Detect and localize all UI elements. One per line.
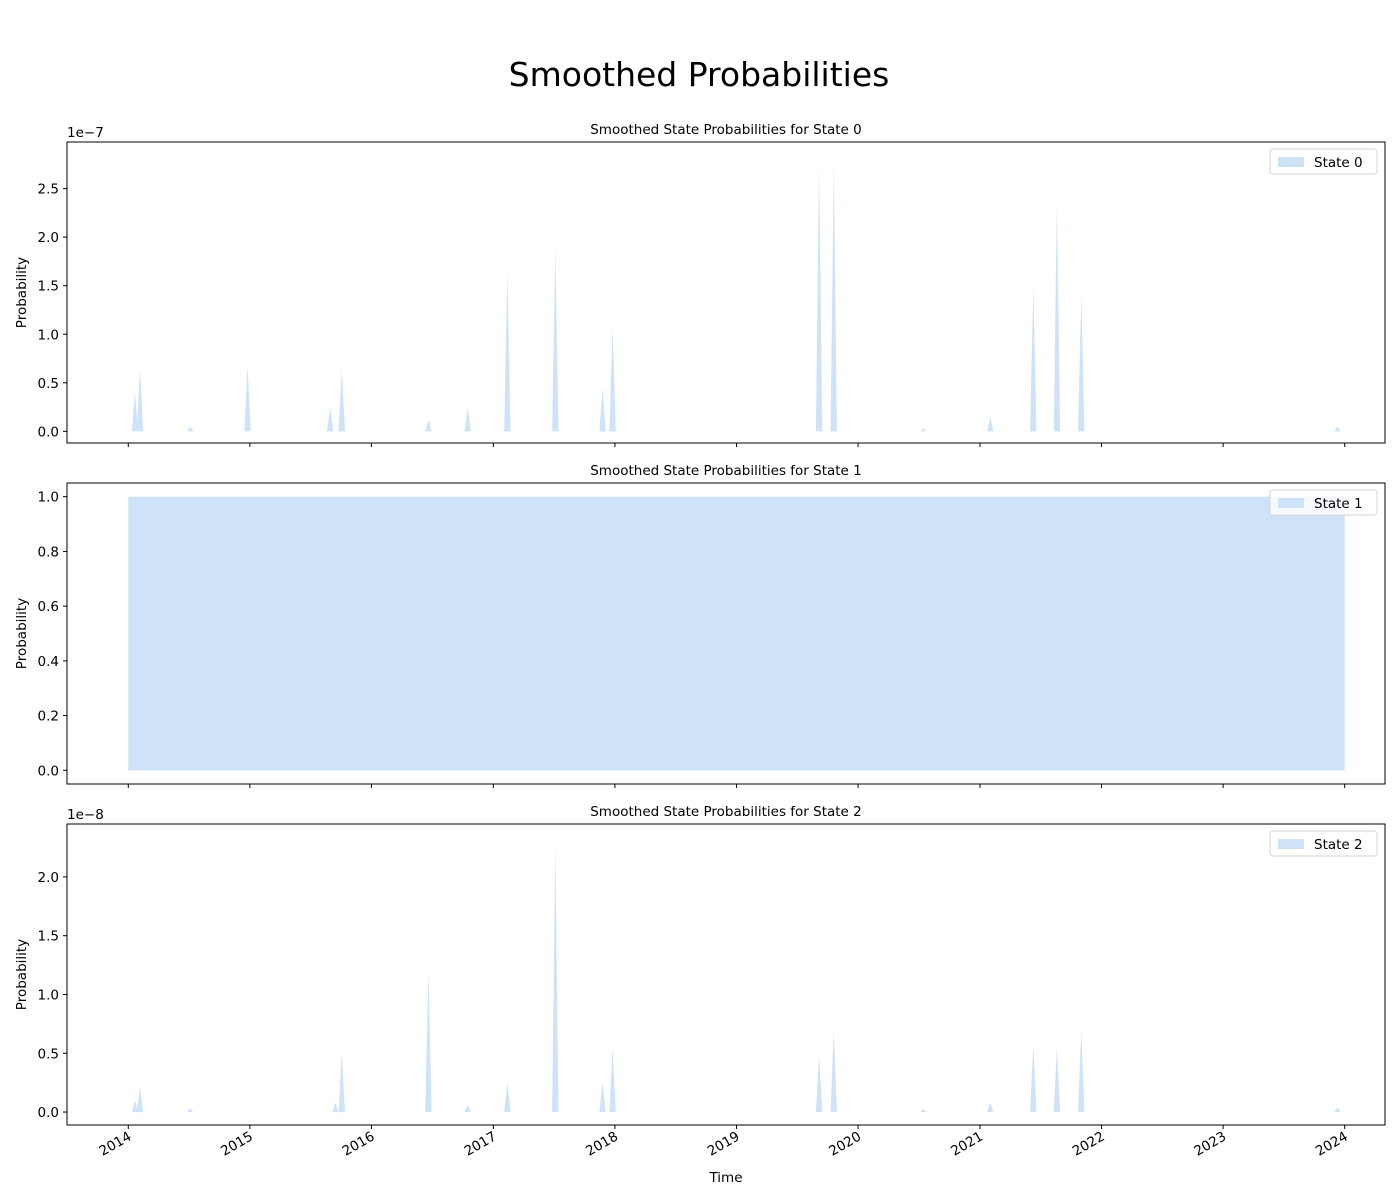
y-tick-label: 0.6 xyxy=(38,599,59,615)
y-axis-label: Probability xyxy=(14,257,30,328)
spike-0-5 xyxy=(338,368,345,432)
panels: Smoothed State Probabilities for State 0… xyxy=(14,122,1386,1129)
y-tick-label: 1.5 xyxy=(38,279,59,295)
legend-box xyxy=(1269,830,1378,857)
panel-state-1: Smoothed State Probabilities for State 1… xyxy=(14,463,1386,788)
spike-2-13 xyxy=(920,1108,927,1113)
spike-0-11 xyxy=(609,326,616,432)
spike-2-2 xyxy=(187,1108,194,1113)
spike-0-12 xyxy=(815,164,823,432)
panel-title: Smoothed State Probabilities for State 0 xyxy=(590,122,862,138)
legend-box xyxy=(1269,489,1378,516)
offset-text: 1e−7 xyxy=(67,125,104,141)
spike-2-14 xyxy=(987,1102,994,1113)
y-tick-label: 0.0 xyxy=(38,763,59,779)
legend-swatch xyxy=(1278,839,1304,849)
spike-2-6 xyxy=(464,1105,471,1113)
axes-frame xyxy=(66,482,1386,785)
spike-2-10 xyxy=(609,1047,616,1113)
spike-2-3 xyxy=(332,1102,339,1113)
spike-0-18 xyxy=(1078,293,1085,432)
axes-frame xyxy=(66,823,1386,1126)
legend: State 1 xyxy=(1269,489,1378,516)
spike-0-0 xyxy=(131,392,139,432)
spike-0-3 xyxy=(244,365,251,432)
legend: State 2 xyxy=(1269,830,1378,857)
spike-0-7 xyxy=(464,407,471,432)
panel-title: Smoothed State Probabilities for State 2 xyxy=(590,804,862,820)
y-tick-label: 0.5 xyxy=(38,1046,59,1062)
y-tick-label: 2.5 xyxy=(38,182,59,198)
y-tick-label: 1.0 xyxy=(38,327,59,343)
legend-label: State 1 xyxy=(1314,496,1363,512)
y-axis-label: Probability xyxy=(14,598,30,669)
plot-area xyxy=(128,496,1345,771)
y-tick-label: 0.5 xyxy=(38,376,59,392)
y-tick-label: 0.4 xyxy=(38,654,59,670)
y-axis-label: Probability xyxy=(14,939,30,1010)
spike-2-1 xyxy=(136,1086,144,1113)
axes-frame xyxy=(66,141,1386,444)
spike-2-9 xyxy=(599,1082,606,1113)
y-tick-label: 2.0 xyxy=(38,230,59,246)
spike-0-16 xyxy=(1030,285,1037,432)
legend-label: State 0 xyxy=(1314,155,1363,171)
spike-0-9 xyxy=(552,246,559,432)
spike-0-2 xyxy=(187,426,194,432)
legend-swatch xyxy=(1278,157,1304,167)
spike-0-10 xyxy=(599,387,606,432)
figure-title: Smoothed Probabilities xyxy=(509,55,890,94)
legend-box xyxy=(1269,148,1378,175)
spike-2-7 xyxy=(504,1082,511,1113)
spike-2-4 xyxy=(338,1053,345,1113)
area-fill-state-1 xyxy=(128,496,1345,771)
y-tick-label: 0.8 xyxy=(38,544,59,560)
legend: State 0 xyxy=(1269,148,1378,175)
spike-0-6 xyxy=(425,419,432,432)
plot-area xyxy=(131,843,1341,1113)
spike-2-18 xyxy=(1334,1107,1341,1113)
panel-state-2: Smoothed State Probabilities for State 2… xyxy=(14,804,1386,1129)
panel-title: Smoothed State Probabilities for State 1 xyxy=(590,463,862,479)
spike-0-15 xyxy=(987,416,994,432)
spike-0-19 xyxy=(1334,426,1341,432)
y-tick-label: 1.0 xyxy=(38,987,59,1003)
y-tick-label: 1.0 xyxy=(38,490,59,506)
spike-0-1 xyxy=(136,368,144,432)
spike-2-11 xyxy=(815,1055,823,1113)
y-tick-label: 0.2 xyxy=(38,709,59,725)
y-tick-label: 1.5 xyxy=(38,929,59,945)
y-tick-label: 2.0 xyxy=(38,870,59,886)
x-axis-label: Time xyxy=(708,1170,742,1186)
spike-0-17 xyxy=(1053,200,1061,432)
y-tick-label: 0.0 xyxy=(38,1105,59,1121)
spike-2-8 xyxy=(552,843,559,1113)
spike-0-14 xyxy=(920,428,927,432)
plot-area xyxy=(131,164,1341,432)
spike-2-17 xyxy=(1078,1029,1085,1113)
spike-2-5 xyxy=(425,970,432,1113)
legend-label: State 2 xyxy=(1314,837,1363,853)
spike-0-4 xyxy=(326,407,334,432)
spike-2-12 xyxy=(830,1029,837,1113)
spike-0-8 xyxy=(504,271,511,432)
spike-2-0 xyxy=(131,1100,139,1113)
legend-swatch xyxy=(1278,498,1304,508)
spike-0-13 xyxy=(830,164,837,432)
panel-state-0: Smoothed State Probabilities for State 0… xyxy=(14,122,1386,447)
offset-text: 1e−8 xyxy=(67,807,104,823)
spike-2-15 xyxy=(1030,1043,1037,1113)
y-tick-label: 0.0 xyxy=(38,424,59,440)
spike-2-16 xyxy=(1053,1047,1061,1113)
